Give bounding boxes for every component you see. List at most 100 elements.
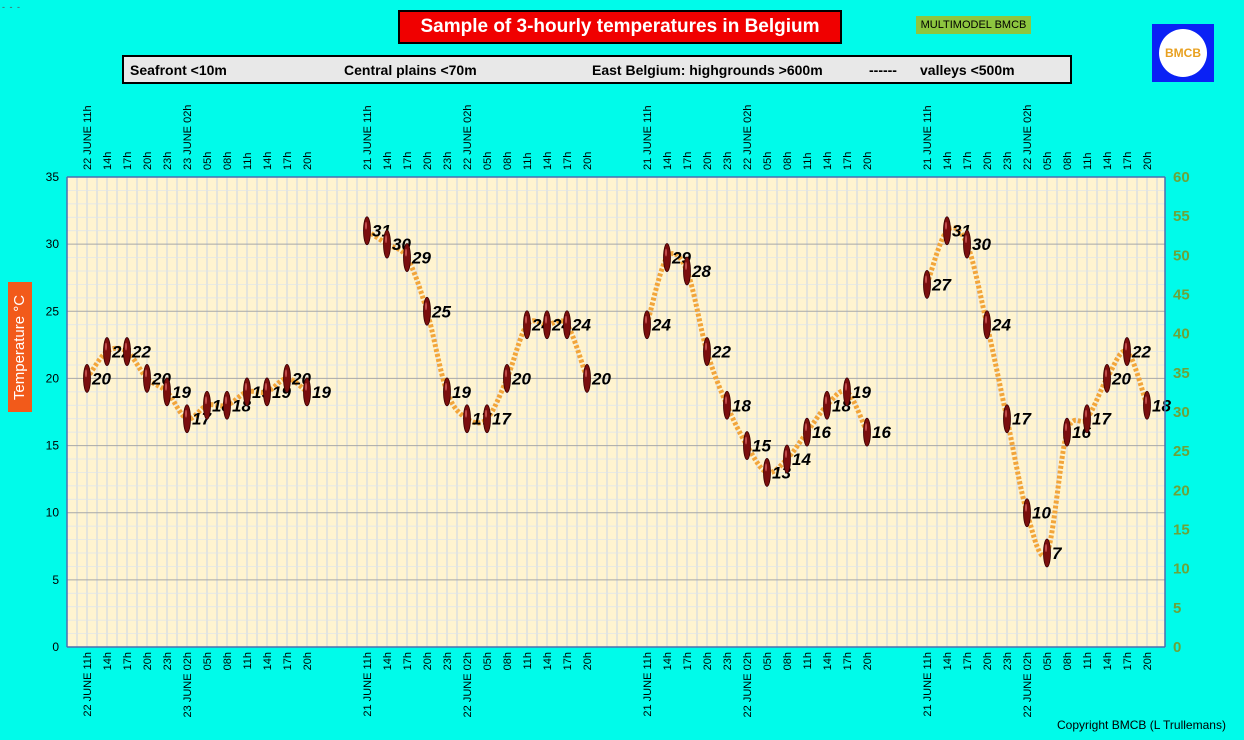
grid-lines [67, 176, 1165, 648]
y2-tick-label: 50 [1173, 247, 1190, 264]
data-point-highlight [145, 369, 147, 378]
data-label: 25 [431, 302, 451, 321]
x-tick-label-top: 11h [242, 152, 254, 170]
x-tick-label-bottom: 14h [822, 652, 834, 670]
x-tick-label-bottom: 11h [1082, 652, 1094, 670]
x-tick-label-top: 20h [142, 152, 154, 170]
data-point-highlight [925, 275, 927, 284]
data-label: 27 [931, 275, 952, 294]
data-point [83, 364, 91, 393]
data-point-highlight [1005, 409, 1007, 418]
data-label: 22 [1131, 343, 1151, 362]
y2-tick-label: 15 [1173, 522, 1190, 539]
data-point [283, 364, 291, 393]
data-point-highlight [965, 235, 967, 244]
x-tick-label-bottom: 22 JUNE 11h [82, 652, 94, 717]
y-tick-label: 10 [46, 506, 60, 520]
x-tick-label-top: 22 JUNE 11h [82, 105, 94, 170]
x-tick-label-top: 23h [1002, 152, 1014, 170]
data-point [683, 256, 691, 286]
data-point-highlight [505, 369, 507, 378]
data-label: 29 [411, 249, 431, 268]
data-point [823, 390, 831, 420]
data-point-highlight [785, 450, 787, 458]
x-tick-label-bottom: 21 JUNE 11h [642, 652, 654, 717]
y2-tick-label: 5 [1173, 600, 1181, 617]
data-point [483, 404, 491, 434]
x-tick-label-bottom: 20h [702, 652, 714, 670]
x-tick-label-bottom: 17h [282, 652, 294, 670]
x-tick-label-top: 21 JUNE 11h [922, 105, 934, 170]
x-tick-label-top: 20h [1142, 152, 1154, 170]
data-point-highlight [85, 369, 87, 378]
x-tick-label-bottom: 14h [382, 652, 394, 670]
data-point [763, 458, 771, 487]
data-label: 24 [571, 316, 591, 335]
data-label: 22 [131, 343, 151, 362]
data-point-highlight [825, 396, 827, 405]
data-point [243, 377, 251, 407]
x-tick-label-top: 17h [122, 152, 134, 170]
data-point-highlight [665, 248, 667, 257]
data-point-highlight [645, 315, 647, 324]
data-label: 19 [852, 383, 871, 402]
x-tick-label-bottom: 23h [1002, 652, 1014, 670]
corner-mark: - - - [2, 2, 21, 12]
region-east: East Belgium: highgrounds >600m [592, 62, 823, 78]
data-label: 18 [732, 396, 751, 415]
data-label: 18 [1152, 396, 1171, 415]
data-label: 17 [1092, 410, 1112, 429]
x-tick-label-bottom: 17h [562, 652, 574, 670]
y-tick-label: 20 [46, 371, 60, 385]
data-point-highlight [205, 396, 207, 405]
x-tick-label-top: 14h [262, 152, 274, 170]
data-point [183, 404, 191, 434]
data-point [383, 229, 391, 259]
x-tick-label-bottom: 17h [682, 652, 694, 670]
data-label: 20 [91, 369, 111, 388]
data-point-highlight [465, 409, 467, 418]
region-seafront: Seafront <10m [130, 62, 227, 78]
x-tick-label-bottom: 23h [442, 652, 454, 670]
logo-emblem: BMCB [1159, 29, 1207, 77]
data-point-highlight [1045, 544, 1047, 552]
x-tick-label-top: 05h [202, 152, 214, 170]
x-tick-label-top: 08h [1062, 152, 1074, 170]
x-tick-label-top: 20h [862, 152, 874, 170]
x-tick-label-top: 08h [222, 152, 234, 170]
data-point [543, 310, 551, 340]
data-point-highlight [225, 396, 227, 405]
data-point [663, 243, 671, 272]
x-tick-label-bottom: 14h [542, 652, 554, 670]
x-tick-label-top: 11h [522, 152, 534, 170]
data-point [643, 310, 651, 340]
data-point [1043, 538, 1051, 568]
data-point [1003, 404, 1011, 434]
data-point [863, 417, 871, 447]
x-tick-label-top: 21 JUNE 11h [362, 105, 374, 170]
y2-tick-label: 30 [1173, 404, 1190, 421]
data-point-highlight [545, 315, 547, 324]
data-point [1103, 364, 1111, 393]
x-tick-label-top: 21 JUNE 11h [642, 105, 654, 170]
data-point [403, 243, 411, 272]
y2-tick-label: 60 [1173, 169, 1190, 186]
x-tick-label-top: 17h [962, 152, 974, 170]
x-tick-label-bottom: 20h [422, 652, 434, 670]
x-tick-label-top: 17h [282, 152, 294, 170]
x-tick-label-bottom: 05h [762, 652, 774, 670]
data-point [783, 444, 791, 474]
x-tick-label-bottom: 05h [482, 652, 494, 670]
data-point-highlight [365, 221, 367, 230]
x-tick-label-bottom: 08h [502, 652, 514, 670]
x-tick-label-top: 05h [1042, 152, 1054, 170]
x-tick-label-top: 23h [722, 152, 734, 170]
data-point [923, 270, 931, 299]
data-point-highlight [405, 248, 407, 257]
data-label: 19 [172, 383, 191, 402]
data-label: 16 [812, 423, 831, 442]
y-tick-label: 35 [46, 170, 60, 184]
data-point-highlight [945, 221, 947, 230]
